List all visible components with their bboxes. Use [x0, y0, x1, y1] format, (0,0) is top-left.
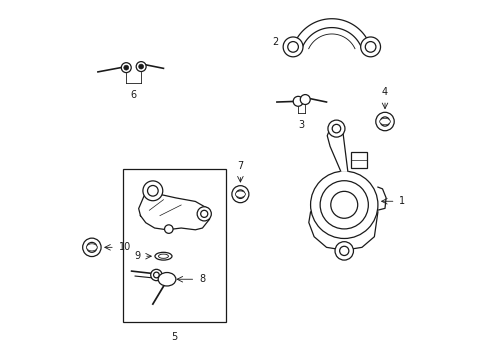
Polygon shape	[139, 193, 210, 230]
Circle shape	[303, 97, 308, 102]
Circle shape	[87, 242, 97, 252]
Text: 1: 1	[399, 196, 405, 206]
Text: 5: 5	[171, 332, 177, 342]
Circle shape	[143, 181, 163, 201]
Circle shape	[153, 272, 159, 278]
Bar	[122, 169, 225, 322]
Circle shape	[288, 41, 298, 52]
Circle shape	[124, 65, 129, 70]
Circle shape	[376, 112, 394, 131]
Circle shape	[332, 124, 341, 133]
Circle shape	[232, 186, 249, 203]
Circle shape	[293, 96, 303, 106]
Circle shape	[361, 37, 381, 57]
Circle shape	[335, 242, 353, 260]
Ellipse shape	[159, 254, 169, 258]
Circle shape	[300, 95, 310, 104]
Circle shape	[83, 238, 101, 257]
Ellipse shape	[87, 244, 97, 251]
Circle shape	[139, 64, 144, 69]
Text: 8: 8	[199, 274, 205, 284]
Text: 9: 9	[134, 251, 141, 261]
Polygon shape	[327, 125, 348, 171]
Circle shape	[236, 190, 245, 198]
Ellipse shape	[380, 118, 391, 125]
Circle shape	[365, 41, 376, 52]
Circle shape	[197, 207, 211, 221]
Text: 2: 2	[272, 37, 278, 46]
Text: 3: 3	[298, 121, 305, 130]
Bar	[351, 152, 367, 168]
Text: 6: 6	[131, 90, 137, 100]
Circle shape	[122, 63, 131, 73]
Circle shape	[320, 181, 368, 229]
Circle shape	[295, 99, 301, 104]
Circle shape	[331, 192, 358, 218]
Circle shape	[201, 210, 208, 217]
Circle shape	[340, 246, 349, 256]
Circle shape	[165, 225, 173, 233]
Circle shape	[151, 269, 162, 281]
Text: 10: 10	[119, 242, 131, 252]
Ellipse shape	[235, 191, 245, 197]
Ellipse shape	[158, 273, 176, 286]
Circle shape	[380, 117, 390, 126]
Circle shape	[283, 37, 303, 57]
Circle shape	[147, 185, 158, 196]
Text: 4: 4	[382, 87, 388, 97]
Circle shape	[136, 62, 146, 72]
Ellipse shape	[155, 252, 172, 260]
Text: 7: 7	[237, 161, 244, 171]
Circle shape	[328, 120, 345, 137]
Circle shape	[311, 171, 378, 238]
